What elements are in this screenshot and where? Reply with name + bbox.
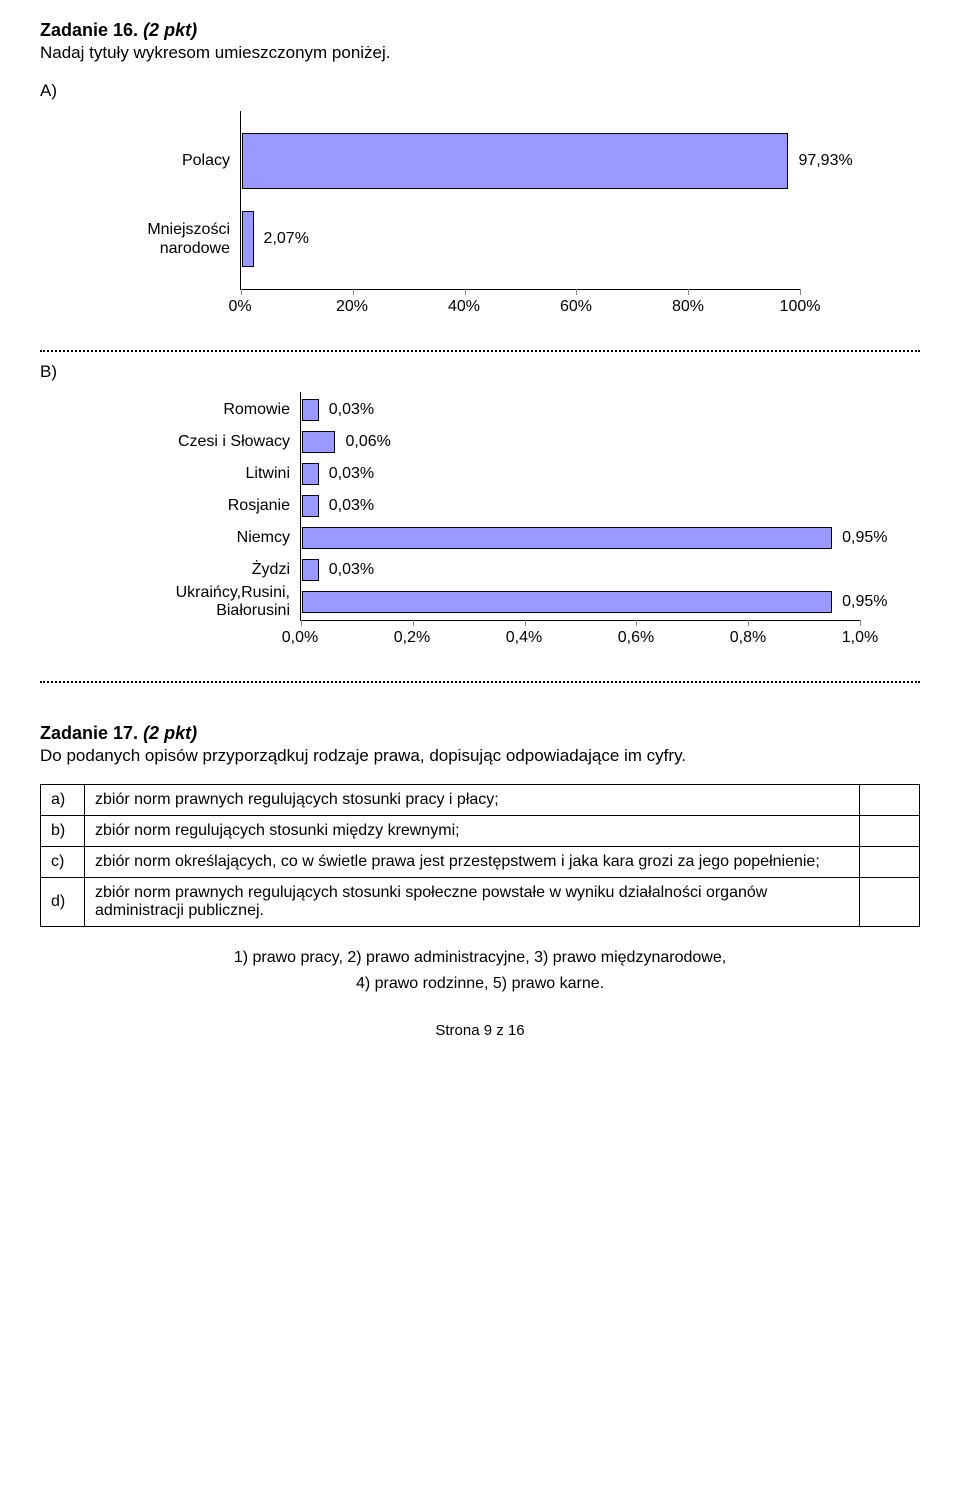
chart-a-tick-label: 20%	[336, 298, 368, 316]
chart-a-tick-label: 40%	[448, 298, 480, 316]
chart-a-tick-label: 60%	[560, 298, 592, 316]
chart-b-value-label: 0,03%	[329, 465, 374, 483]
chart-b-value-label: 0,03%	[329, 497, 374, 515]
chart-b-row: Ukraińcy,Rusini, Białorusini0,95%	[302, 588, 860, 616]
chart-b-category-label: Czesi i Słowacy	[102, 433, 302, 451]
section-label-b: B)	[40, 362, 920, 382]
law-row-answer[interactable]	[860, 878, 920, 927]
chart-b-tick-label: 0,0%	[282, 629, 318, 647]
task17-title-points: (2 pkt)	[143, 723, 197, 743]
page-footer: Strona 9 z 16	[40, 1022, 920, 1039]
law-row-answer[interactable]	[860, 816, 920, 847]
answer-key-line2: 4) prawo rodzinne, 5) prawo karne.	[40, 971, 920, 997]
chart-a-tick-label: 100%	[780, 298, 821, 316]
chart-a-tick-label: 80%	[672, 298, 704, 316]
law-row-letter: d)	[41, 878, 85, 927]
chart-a-row: Polacy97,93%	[242, 133, 800, 189]
chart-a-bar	[242, 211, 254, 267]
chart-b-tick-label: 0,8%	[730, 629, 766, 647]
chart-b-row: Rosjanie0,03%	[302, 492, 860, 520]
chart-b-plot: Romowie0,03% Czesi i Słowacy0,06% Litwini0…	[300, 392, 860, 621]
chart-a-category-label: Mniejszościnarodowe	[102, 220, 242, 258]
chart-b-row: Romowie0,03%	[302, 396, 860, 424]
chart-b-bar	[302, 527, 832, 549]
answer-line-b	[40, 681, 920, 683]
chart-b-tick-label: 1,0%	[842, 629, 878, 647]
section-label-a: A)	[40, 81, 920, 101]
chart-b-row: Litwini0,03%	[302, 460, 860, 488]
task17-instruction: Do podanych opisów przyporządkuj rodzaje…	[40, 746, 920, 766]
chart-b-category-label: Rosjanie	[102, 497, 302, 515]
law-row-text: zbiór norm regulujących stosunki między …	[85, 816, 860, 847]
law-row-letter: b)	[41, 816, 85, 847]
chart-b-bar	[302, 399, 319, 421]
chart-b-value-label: 0,03%	[329, 401, 374, 419]
chart-b-category-label: Romowie	[102, 401, 302, 419]
chart-b-row: Niemcy0,95%	[302, 524, 860, 552]
chart-b-value-label: 0,95%	[842, 593, 887, 611]
chart-a-bar	[242, 133, 788, 189]
chart-a-value-label: 2,07%	[264, 230, 309, 248]
chart-b-category-label: Litwini	[102, 465, 302, 483]
chart-b: Romowie0,03%Czesi i Słowacy0,06%Litwini0…	[100, 392, 920, 651]
task17-title-prefix: Zadanie 17.	[40, 723, 138, 743]
chart-b-value-label: 0,95%	[842, 529, 887, 547]
chart-b-category-label: Żydzi	[102, 561, 302, 579]
chart-b-bar	[302, 463, 319, 485]
answer-line-a	[40, 350, 920, 352]
chart-a-tick-label: 0%	[228, 298, 251, 316]
chart-a-value-label: 97,93%	[798, 152, 852, 170]
chart-b-bar	[302, 431, 335, 453]
law-table-row: d)zbiór norm prawnych regulujących stosu…	[41, 878, 920, 927]
chart-b-value-label: 0,03%	[329, 561, 374, 579]
chart-a-plot: Polacy97,93% Mniejszościnarodowe2,07%	[240, 111, 800, 290]
task16-title-prefix: Zadanie 16.	[40, 20, 138, 40]
law-row-text: zbiór norm określających, co w świetle p…	[85, 847, 860, 878]
chart-b-row: Czesi i Słowacy0,06%	[302, 428, 860, 456]
chart-b-tick-label: 0,4%	[506, 629, 542, 647]
law-row-answer[interactable]	[860, 847, 920, 878]
chart-b-category-label: Ukraińcy,Rusini, Białorusini	[102, 584, 302, 620]
law-row-answer[interactable]	[860, 785, 920, 816]
law-row-text: zbiór norm prawnych regulujących stosunk…	[85, 785, 860, 816]
chart-b-row: Żydzi0,03%	[302, 556, 860, 584]
chart-b-axis: 0,0%0,2%0,4%0,6%0,8%1,0%	[300, 621, 860, 651]
chart-a-axis: 0%20%40%60%80%100%	[240, 290, 800, 320]
task16-title: Zadanie 16. (2 pkt)	[40, 20, 920, 41]
chart-b-bar	[302, 591, 832, 613]
answer-key: 1) prawo pracy, 2) prawo administracyjne…	[40, 945, 920, 996]
law-row-letter: a)	[41, 785, 85, 816]
chart-a-tick	[800, 289, 801, 295]
law-table-row: a)zbiór norm prawnych regulujących stosu…	[41, 785, 920, 816]
chart-b-tick-label: 0,2%	[394, 629, 430, 647]
law-table: a)zbiór norm prawnych regulujących stosu…	[40, 784, 920, 927]
law-row-letter: c)	[41, 847, 85, 878]
law-row-text: zbiór norm prawnych regulujących stosunk…	[85, 878, 860, 927]
law-table-row: c)zbiór norm określających, co w świetle…	[41, 847, 920, 878]
chart-a-category-label: Polacy	[102, 151, 242, 170]
law-table-row: b)zbiór norm regulujących stosunki międz…	[41, 816, 920, 847]
answer-key-line1: 1) prawo pracy, 2) prawo administracyjne…	[40, 945, 920, 971]
task17-title: Zadanie 17. (2 pkt)	[40, 723, 920, 744]
chart-b-bar	[302, 495, 319, 517]
chart-b-category-label: Niemcy	[102, 529, 302, 547]
chart-b-bar	[302, 559, 319, 581]
task16-instruction: Nadaj tytuły wykresom umieszczonym poniż…	[40, 43, 920, 63]
chart-b-value-label: 0,06%	[345, 433, 390, 451]
chart-a-row: Mniejszościnarodowe2,07%	[242, 211, 800, 267]
chart-b-tick-label: 0,6%	[618, 629, 654, 647]
task16-title-points: (2 pkt)	[143, 20, 197, 40]
chart-a: Polacy97,93%Mniejszościnarodowe2,07% 0%2…	[100, 111, 920, 320]
task17-block: Zadanie 17. (2 pkt) Do podanych opisów p…	[40, 723, 920, 996]
chart-b-tick	[860, 620, 861, 626]
